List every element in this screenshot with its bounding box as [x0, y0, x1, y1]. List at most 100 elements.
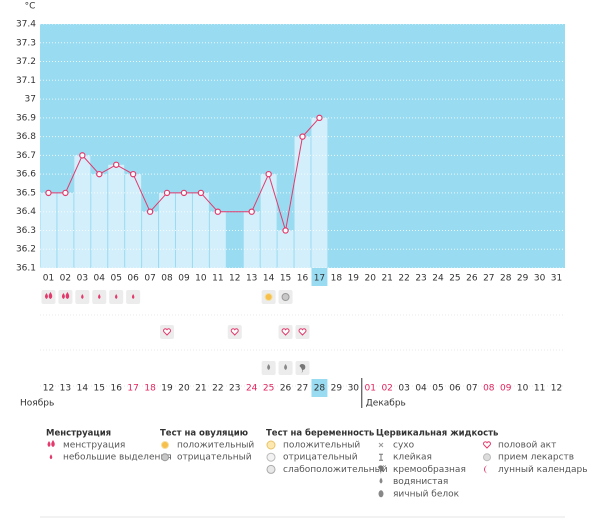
date-label: 21 [195, 384, 206, 394]
bar [277, 230, 294, 268]
temperature-point [265, 170, 272, 178]
icon [378, 490, 384, 498]
legend-item: положительный [266, 440, 360, 451]
icon [483, 441, 491, 449]
legend-label: положительный [283, 441, 360, 451]
month-label: Ноябрь [20, 399, 54, 409]
temperature-segment [302, 117, 320, 137]
day-label: 07 [144, 274, 155, 284]
icon [49, 454, 53, 460]
temperature-point [146, 208, 154, 215]
day-label: 20 [365, 274, 377, 284]
icon [61, 292, 70, 299]
day-symbol [278, 290, 293, 304]
legend-label: сухо [393, 441, 415, 451]
day-label: 24 [432, 274, 444, 284]
y-tick-label: 36.5 [16, 188, 36, 198]
day-label: 30 [534, 274, 546, 284]
day-label: 22 [398, 274, 409, 284]
y-unit: °C [25, 2, 36, 12]
y-tick-label: 36.9 [16, 113, 36, 123]
temperature-point [282, 227, 289, 234]
date-label: 18 [144, 384, 156, 394]
temperature-point [79, 152, 86, 159]
legend-label: положительный [177, 441, 254, 451]
day-label: 08 [161, 274, 173, 284]
legend-label: отрицательный [177, 453, 252, 463]
temperature-segment [64, 155, 83, 194]
date-label: 30 [348, 384, 360, 394]
y-tick-label: 37 [25, 95, 36, 105]
y-tick-label: 36.7 [16, 151, 36, 161]
temperature-point [96, 170, 103, 178]
icon [299, 364, 306, 373]
day-label: 19 [348, 274, 360, 284]
day-symbol [75, 290, 90, 304]
temperature-segment [251, 173, 270, 212]
temperature-point [214, 208, 222, 215]
day-symbol [261, 290, 276, 304]
day-symbol [160, 325, 175, 339]
icon [230, 328, 239, 336]
day-label: 03 [77, 274, 88, 284]
day-label: 06 [127, 274, 139, 284]
bar [108, 164, 125, 268]
icon [98, 294, 101, 299]
date-label: 16 [110, 384, 122, 394]
y-tick-label: 36.6 [16, 170, 36, 180]
date-label: 15 [94, 384, 105, 394]
icon [163, 328, 171, 336]
symbol-bg [41, 290, 56, 304]
legend-label: слабоположительный [283, 465, 388, 475]
legend-label: кремообразная [393, 465, 466, 475]
day-symbol [227, 325, 242, 339]
date-label: 05 [432, 384, 443, 394]
day-label: 10 [195, 274, 207, 284]
date-label: 06 [449, 384, 461, 394]
day-label: 15 [280, 274, 291, 284]
legend-item: слабоположительный [266, 464, 388, 475]
day-symbol [295, 325, 310, 339]
temperature-segment [115, 164, 134, 175]
day-label: 13 [246, 274, 257, 284]
y-tick-label: 36.4 [16, 207, 36, 217]
bar [243, 211, 260, 268]
icon [284, 364, 288, 370]
temperature-segment [99, 164, 117, 175]
date-label: 19 [161, 384, 173, 394]
bar [125, 174, 142, 268]
date-label: 13 [60, 384, 71, 394]
icon [131, 294, 135, 299]
temperature-segment [200, 192, 219, 213]
day-label: 18 [331, 274, 343, 284]
day-label: 28 [500, 274, 512, 284]
y-tick-label: 37.1 [16, 76, 36, 86]
icon [281, 293, 290, 301]
legend-title: Цервикальная жидкость [376, 429, 498, 439]
icon [379, 453, 383, 461]
temperature-segment [132, 173, 151, 212]
icon [378, 465, 384, 475]
date-label: 26 [280, 384, 292, 394]
month-label: Декабрь [366, 399, 406, 409]
legend-item: кремообразная [378, 465, 466, 475]
day-symbol [109, 290, 124, 304]
day-symbol [41, 290, 56, 304]
icon [44, 292, 53, 299]
y-tick-label: 37.2 [16, 57, 36, 67]
day-symbol [278, 361, 293, 375]
date-label: 09 [500, 384, 512, 394]
temperature-point [163, 189, 171, 197]
date-label: 11 [534, 384, 545, 394]
temperature-point [316, 114, 323, 122]
legend-label: прием лекарств [498, 453, 574, 463]
date-label: 29 [331, 384, 343, 394]
legend-label: яичный белок [393, 489, 460, 499]
icon [298, 328, 307, 336]
day-label: 04 [94, 274, 106, 284]
legend-label: клейкая [393, 453, 432, 463]
legend-item: менструация [47, 440, 125, 451]
legend-item: отрицательный [161, 453, 252, 463]
legend-item: отрицательный [266, 452, 358, 463]
legend-label: небольшие выделения [63, 453, 172, 463]
